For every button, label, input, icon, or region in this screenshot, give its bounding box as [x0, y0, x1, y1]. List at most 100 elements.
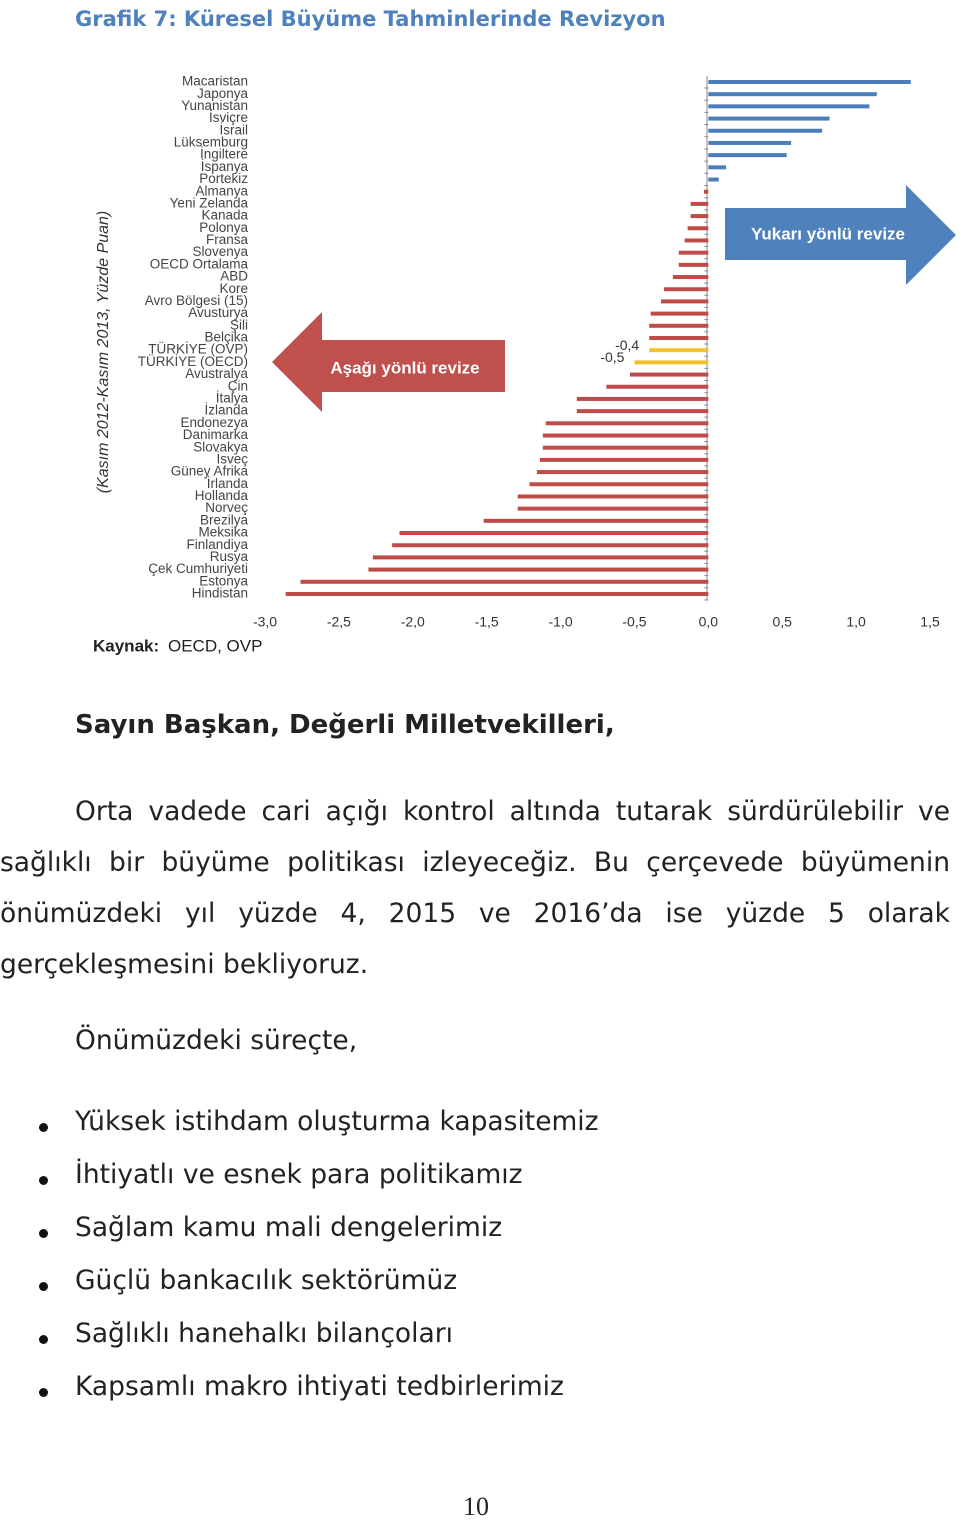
category-label: İsveç [216, 451, 248, 466]
bar [708, 128, 823, 133]
category-label: Kanada [201, 208, 248, 223]
bullet-item: İhtiyatlı ve esnek para politikamız [0, 1159, 599, 1212]
chart-title: Grafik 7: Küresel Büyüme Tahminlerinde R… [75, 7, 666, 31]
bar [672, 275, 709, 280]
down-arrow [272, 312, 505, 412]
intro: Önümüzdeki süreçte, [75, 1025, 358, 1056]
bar [539, 457, 709, 462]
bar [678, 262, 709, 267]
bar [630, 372, 709, 377]
source-label: Kaynak: [93, 636, 159, 655]
bar [529, 482, 709, 487]
bar [576, 396, 709, 401]
bar [708, 165, 727, 170]
bar [687, 226, 709, 231]
bar [650, 311, 709, 316]
bar [649, 335, 709, 340]
value-label: -0,5 [600, 349, 624, 365]
x-tick-label: 0,5 [772, 614, 792, 630]
category-label: Çin [228, 378, 248, 393]
bar [664, 287, 709, 292]
category-label: Almanya [195, 183, 248, 198]
category-label: TÜRKİYE (OVP) [148, 342, 248, 357]
bullet-item: Sağlıklı hanehalkı bilançoları [0, 1318, 599, 1371]
x-tick-label: -3,0 [253, 614, 277, 630]
value-label: -0,4 [615, 337, 639, 353]
category-label: İsrail [219, 122, 248, 137]
bar [649, 348, 709, 353]
bar [399, 531, 709, 536]
category-label: Slovakya [193, 439, 248, 454]
category-label: Yeni Zelanda [170, 195, 249, 210]
category-label: Estonya [199, 573, 248, 588]
bar [483, 518, 709, 523]
category-label: Avro Bölgesi (15) [145, 293, 248, 308]
bullet-list: Yüksek istihdam oluşturma kapasitemiz İht… [0, 1106, 599, 1424]
category-label: ABD [220, 269, 248, 284]
chart: Grafik 7: Küresel Büyüme Tahminlerinde R… [75, 7, 956, 655]
bar [684, 238, 709, 243]
bar [708, 177, 719, 182]
category-label: Norveç [205, 500, 248, 515]
category-label: İtalya [216, 391, 249, 406]
category-label: TÜRKİYE (OECD) [138, 354, 248, 369]
bar [649, 323, 709, 328]
paragraph: Orta vadede cari açığı kontrol altında t… [0, 796, 950, 980]
category-label: Slovenya [192, 244, 248, 259]
category-label: Hindistan [192, 586, 248, 601]
bar [634, 360, 709, 365]
x-tick-label: -2,5 [327, 614, 351, 630]
x-tick-label: -1,5 [475, 614, 499, 630]
bar [703, 189, 709, 194]
bullet-item: Yüksek istihdam oluşturma kapasitemiz [0, 1106, 599, 1159]
category-label: Çek Cumhuriyeti [148, 561, 248, 576]
bar [690, 214, 709, 219]
category-label: İngiltere [200, 147, 248, 162]
x-tick-label: 1,0 [846, 614, 866, 630]
annotation: Aşağı yönlü revize [330, 358, 479, 377]
bar [542, 433, 709, 438]
x-tick-label: -2,0 [401, 614, 425, 630]
category-label: Brezilya [200, 512, 249, 527]
category-label: Macaristan [182, 74, 248, 89]
heading: Sayın Başkan, Değerli Milletvekilleri, [75, 710, 615, 740]
bar [708, 92, 877, 97]
category-label: Meksika [198, 525, 248, 540]
category-label: Fransa [206, 232, 249, 247]
category-label: İsviçre [209, 110, 248, 125]
bar [542, 445, 709, 450]
bar [285, 591, 709, 596]
bar [300, 579, 709, 584]
category-label: Danimarka [183, 427, 249, 442]
category-label: Hollanda [195, 488, 249, 503]
bar [545, 421, 709, 426]
bullet-item: Güçlü bankacılık sektörümüz [0, 1265, 599, 1318]
bar [392, 543, 709, 548]
bullet-item: Kapsamlı makro ihtiyati tedbirlerimiz [0, 1371, 599, 1424]
category-label: Finlandiya [186, 537, 248, 552]
category-label: Yunanistan [181, 98, 248, 113]
y-axis-label: (Kasım 2012-Kasım 2013, Yüzde Puan) [95, 211, 112, 494]
category-label: Belçika [204, 330, 248, 345]
category-label: Japonya [197, 86, 249, 101]
category-label: Avusturya [188, 305, 248, 320]
bullet-item: Sağlam kamu mali dengelerimiz [0, 1212, 599, 1265]
category-label: Portekiz [199, 171, 248, 186]
bar [368, 567, 709, 572]
category-label: Kore [219, 281, 248, 296]
page-number: 10 [463, 1492, 489, 1521]
bar [708, 116, 830, 121]
category-label: Güney Afrika [171, 464, 249, 479]
bar [690, 201, 709, 206]
bar [708, 80, 911, 84]
x-tick-label: 0,0 [699, 614, 719, 630]
category-label: İspanya [201, 159, 249, 174]
bar [372, 555, 709, 560]
category-label: Rusya [210, 549, 249, 564]
bar [708, 104, 870, 109]
up-arrow [725, 185, 956, 285]
bar [678, 250, 709, 255]
x-tick-label: -1,0 [548, 614, 572, 630]
bar [606, 384, 709, 389]
annotation: Yukarı yönlü revize [751, 224, 905, 243]
